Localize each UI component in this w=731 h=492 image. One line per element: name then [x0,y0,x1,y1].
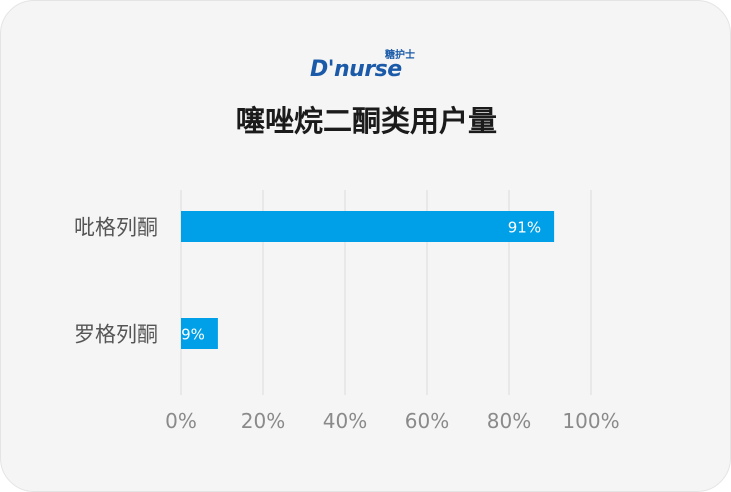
logo-sub-text: 糖护士 [385,50,415,61]
x-tick-label: 0% [165,409,197,433]
x-tick-label: 60% [405,409,449,433]
x-tick-label: 40% [323,409,367,433]
bar [181,318,218,349]
x-tick-label: 80% [487,409,531,433]
category-label: 罗格列酮 [74,323,158,347]
data-label: 9% [181,326,205,344]
x-tick-label: 20% [241,409,285,433]
logo-main-text: D'nurse [310,57,402,82]
chart-title: 噻唑烷二酮类用户量 [235,104,497,138]
bar [181,211,555,242]
brand-logo: D'nurse 糖护士 [310,50,424,85]
data-label: 91% [508,219,541,237]
category-label: 吡格列酮 [74,216,158,240]
x-tick-label: 100% [562,409,619,433]
